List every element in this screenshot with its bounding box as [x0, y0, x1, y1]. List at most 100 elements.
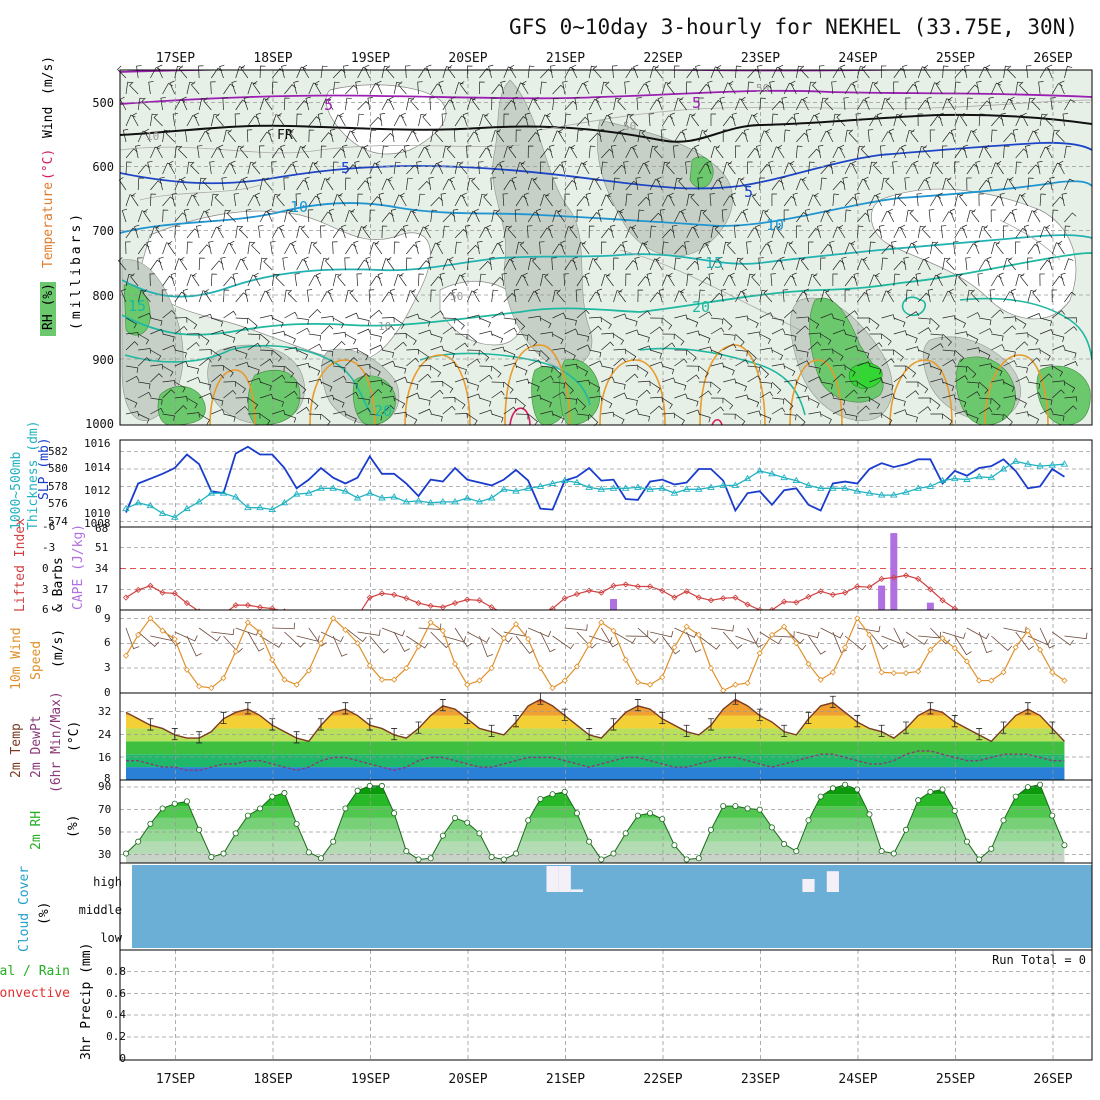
wind-barb	[369, 365, 381, 377]
wind-barb	[966, 413, 979, 424]
thickness-point	[122, 504, 130, 512]
wind-barb	[235, 361, 249, 368]
wind-barb	[796, 325, 809, 335]
wind-barb	[771, 397, 785, 405]
temp-band	[126, 754, 1065, 768]
wind-barb	[576, 379, 590, 386]
wind-barb	[544, 273, 553, 287]
wind-barb	[191, 272, 200, 287]
thickness-point	[963, 475, 971, 483]
wind-barb	[345, 627, 367, 643]
wind-barb	[552, 97, 559, 111]
wind-speed-tick: 0	[104, 686, 111, 699]
minmax-whisker	[829, 695, 836, 708]
wind-barb	[1051, 289, 1058, 303]
wind-barb	[1015, 332, 1029, 338]
wind-barb	[855, 113, 862, 127]
wind-barb	[303, 256, 310, 271]
wind-barb	[345, 97, 352, 111]
wind-barb	[954, 317, 967, 328]
wind-barb	[184, 129, 191, 143]
run-total-text: Run Total = 0	[992, 953, 1086, 967]
wind-barb	[405, 65, 411, 79]
thickness-tick: 578	[48, 480, 68, 493]
wind-barb	[771, 381, 782, 395]
wind-barb	[393, 241, 400, 255]
wind-barb	[259, 145, 265, 159]
wind-barb	[812, 81, 821, 95]
wind-barb	[1027, 210, 1037, 223]
temp2m-label: 2m Temp	[9, 723, 24, 778]
wind-barb	[149, 273, 155, 287]
wind-barb	[930, 82, 940, 95]
wind-barb	[454, 228, 468, 239]
wind-speed-point	[1061, 677, 1068, 684]
wind-barb	[174, 145, 182, 159]
wind-barb	[698, 242, 709, 255]
wind-barb	[979, 363, 993, 369]
minmax-whisker	[976, 728, 983, 741]
wind-barb	[381, 98, 393, 111]
wind-barb	[186, 341, 200, 351]
wind-barb	[186, 81, 195, 95]
temp2m-lines	[125, 693, 1065, 772]
wind-speed-point	[610, 627, 617, 634]
wind-barb	[442, 381, 454, 394]
wind-barb	[862, 256, 870, 271]
wind-barb	[735, 381, 747, 392]
wind-barb	[824, 97, 834, 111]
wind-barb	[466, 210, 478, 223]
thickness-point	[170, 513, 179, 520]
wind-barb	[296, 406, 310, 415]
wind-barb	[990, 82, 1002, 95]
wind-barb	[552, 635, 575, 650]
wind-barb	[1057, 240, 1065, 255]
wind-barb	[332, 273, 341, 287]
rh-legend-swatch	[40, 282, 56, 336]
wind-barb	[770, 273, 776, 287]
rh2m-point	[208, 854, 215, 861]
wind-barb	[381, 395, 395, 402]
wind-barb	[162, 242, 172, 255]
wind-barb	[686, 226, 697, 239]
wind-barb	[466, 145, 472, 159]
thickness-point	[463, 494, 472, 501]
wind-barb	[820, 164, 833, 175]
wind-barb	[226, 209, 236, 223]
wind-speed-point	[122, 652, 130, 659]
wind-barb	[535, 208, 542, 223]
wind-barb	[988, 96, 994, 111]
wind-barb	[1039, 329, 1054, 335]
wind-barb	[950, 128, 957, 143]
wind-barb	[1064, 178, 1075, 191]
wind-barb	[1039, 373, 1053, 383]
wind-barb	[1023, 224, 1030, 239]
wind-barb	[808, 317, 820, 329]
wind-barb	[600, 81, 609, 95]
temp-band	[126, 741, 1065, 755]
wind-barb	[1027, 413, 1040, 424]
wind-speed-point	[354, 640, 361, 647]
wind-barb	[308, 275, 320, 287]
wind-barb	[698, 635, 721, 650]
thickness-point	[938, 476, 947, 484]
cape-tick: 0	[95, 603, 102, 616]
wind-barb	[394, 365, 407, 374]
wind-barb	[698, 413, 711, 423]
thickness-tick: 576	[48, 497, 68, 510]
wind-barb	[320, 349, 334, 357]
precip-grid	[120, 950, 1092, 1060]
wind-barb	[320, 145, 327, 159]
wind-barb	[888, 128, 895, 143]
wind-barb	[576, 397, 587, 411]
wind-barb	[231, 80, 237, 95]
wind-barb	[562, 80, 568, 95]
rh2m-point	[695, 855, 702, 862]
wind-barb	[751, 273, 761, 287]
rh-color-bands	[126, 784, 1065, 863]
wind-barb	[698, 97, 704, 110]
minmax-whisker	[342, 702, 349, 715]
thickness-point	[512, 487, 520, 494]
li-tick: 6	[42, 603, 49, 616]
wind-barb	[223, 413, 236, 422]
